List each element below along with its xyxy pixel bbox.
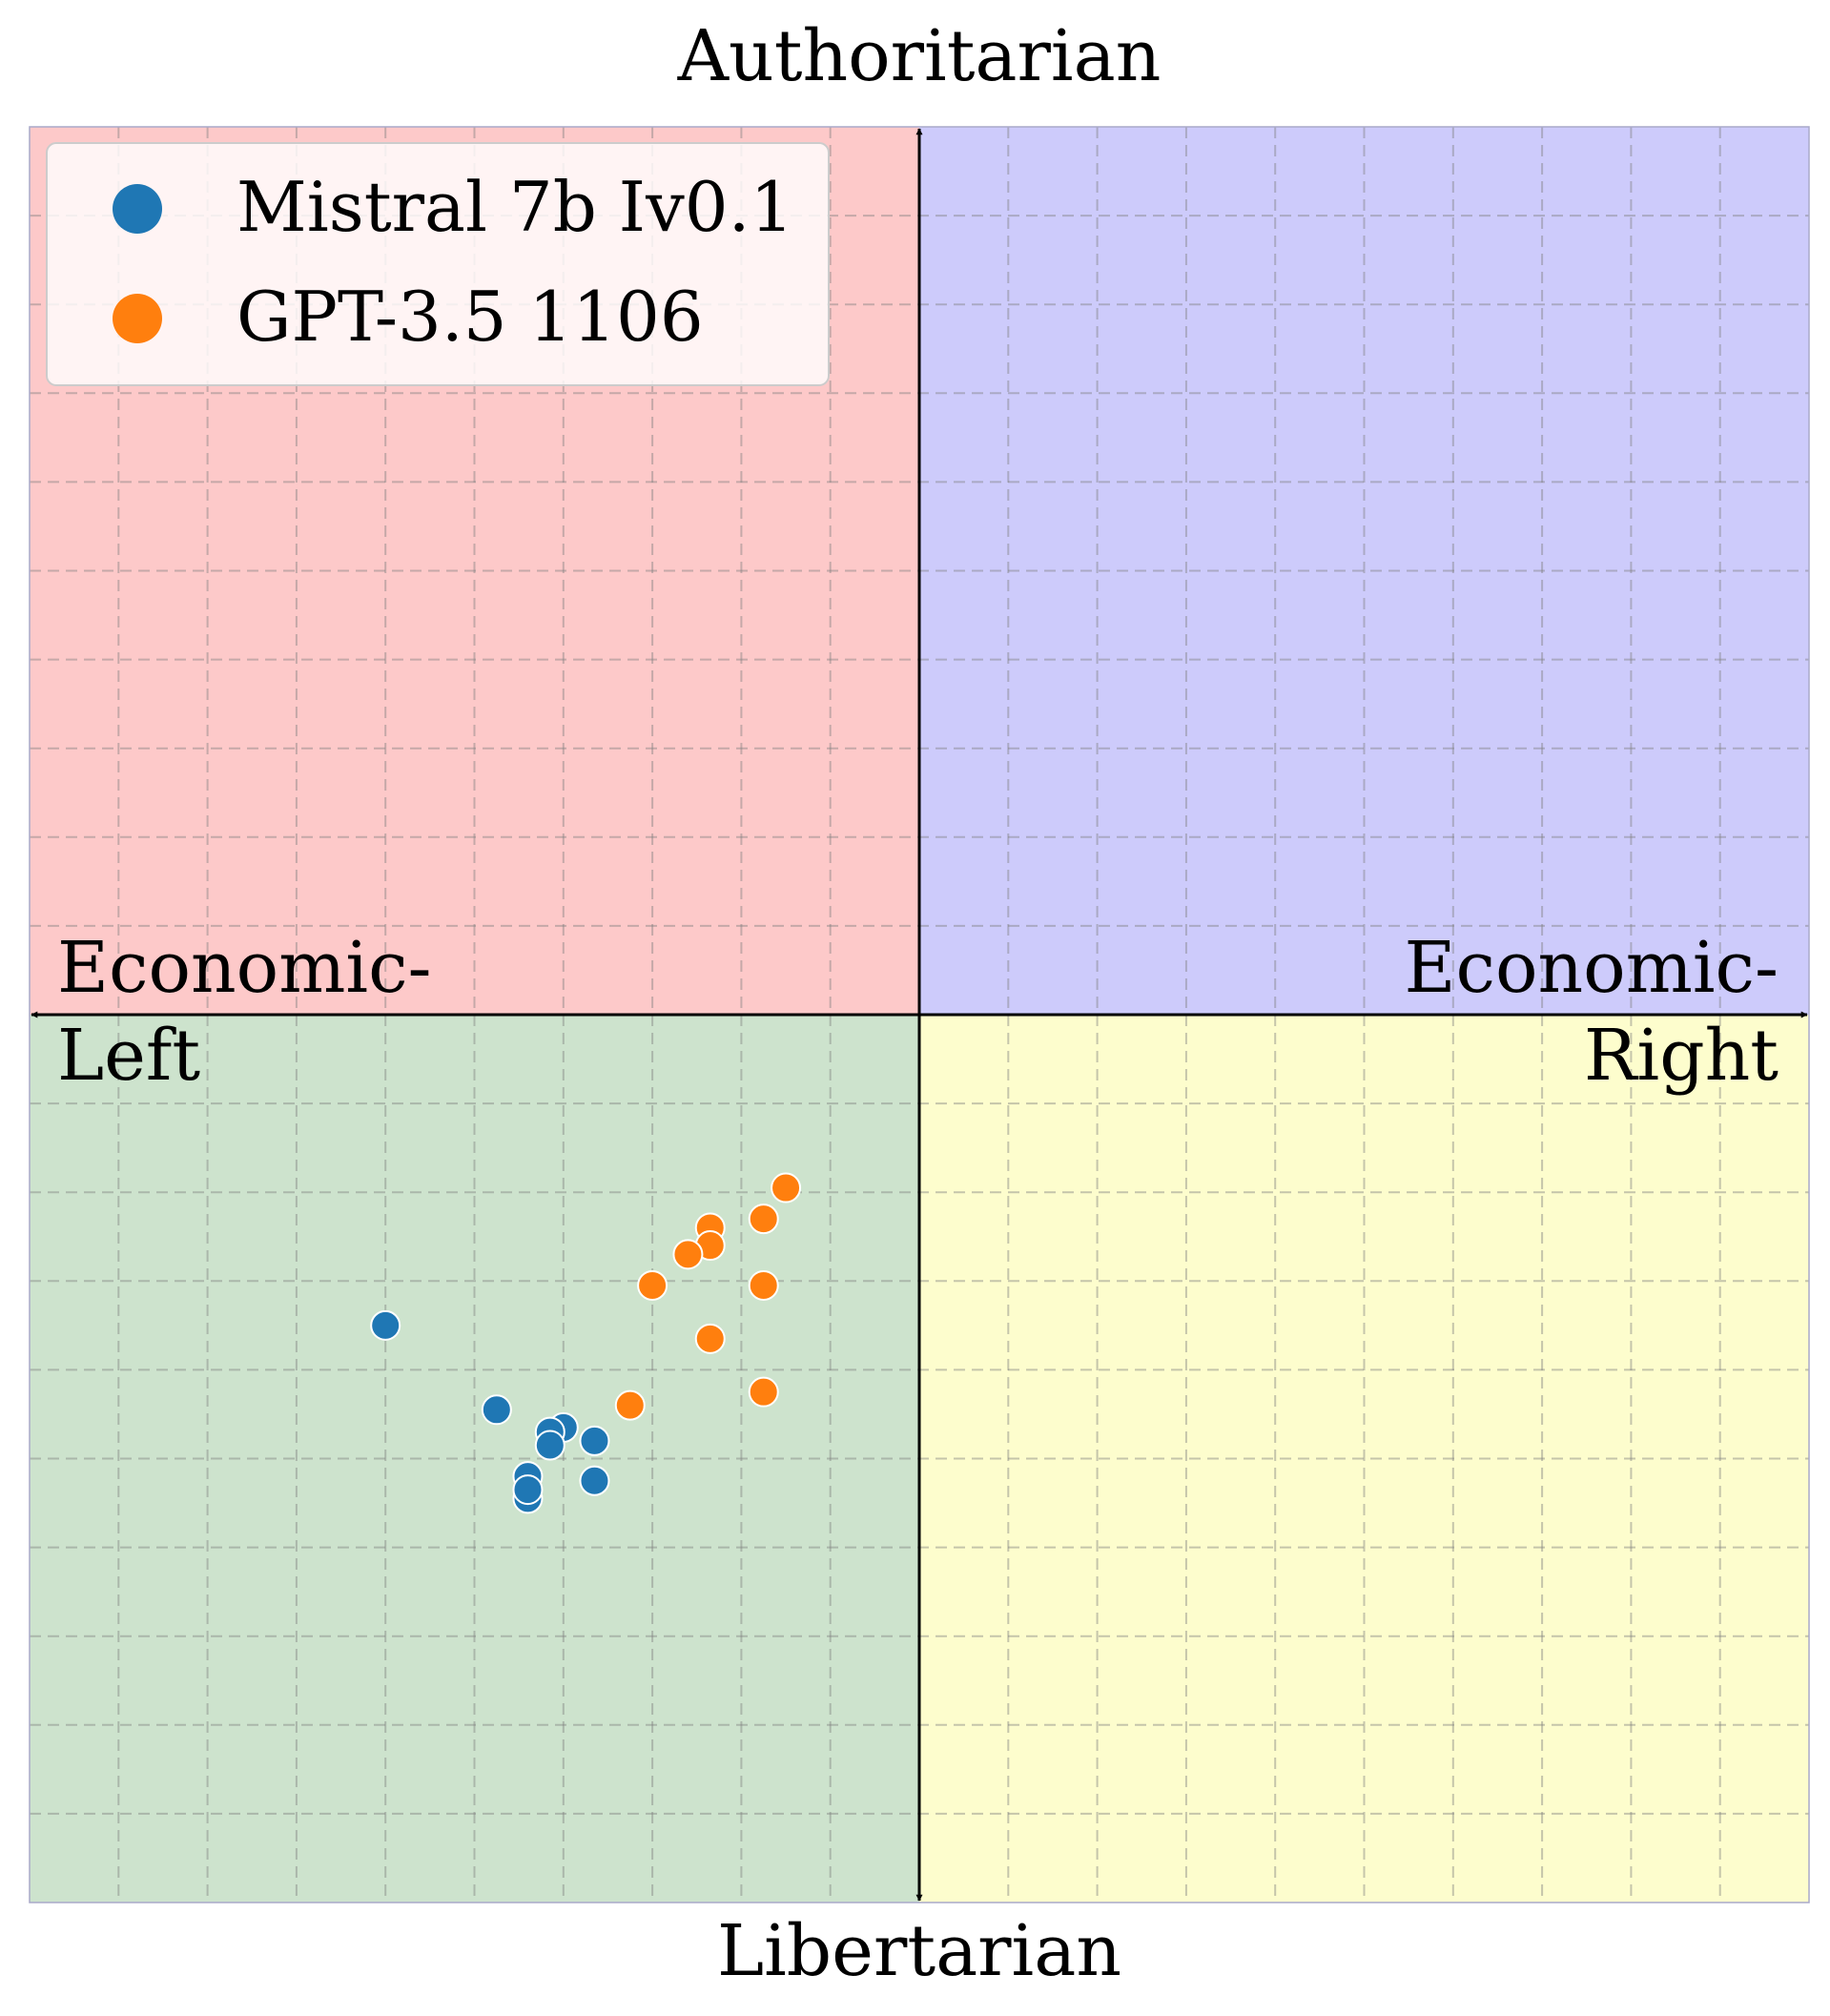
point-gpt [748, 1376, 779, 1408]
point-mistral [370, 1309, 401, 1341]
legend-marker-mistral [113, 184, 162, 234]
point-gpt [614, 1389, 646, 1421]
point-mistral [534, 1430, 565, 1461]
point-gpt [748, 1269, 779, 1301]
plot-frame [29, 126, 1810, 1903]
quadrant-libertarian-left [30, 1015, 919, 1903]
quadrant-authoritarian-right [919, 127, 1809, 1015]
legend-box [46, 142, 830, 386]
label-economic-left-line1: Economic- [57, 927, 432, 1009]
quadrant-libertarian-right [919, 1015, 1809, 1903]
legend-label-gpt: GPT-3.5 1106 [236, 277, 704, 357]
label-economic-right-line1: Economic- [1404, 927, 1779, 1009]
legend-marker-gpt [113, 294, 162, 343]
point-mistral [512, 1474, 544, 1506]
label-libertarian: Libertarian [717, 1910, 1121, 1992]
point-gpt [748, 1203, 779, 1235]
point-gpt [771, 1172, 802, 1203]
label-authoritarian: Authoritarian [677, 15, 1162, 97]
point-gpt [672, 1239, 704, 1270]
point-gpt [694, 1323, 726, 1354]
point-mistral [579, 1425, 610, 1456]
label-economic-right-line2: Right [1584, 1015, 1779, 1097]
point-mistral [579, 1465, 610, 1496]
data-points [370, 1172, 802, 1514]
point-mistral [481, 1394, 512, 1426]
legend-label-mistral: Mistral 7b Iv0.1 [236, 167, 793, 247]
legend: Mistral 7b Iv0.1 GPT-3.5 1106 [46, 142, 830, 386]
point-gpt [637, 1269, 668, 1301]
label-economic-left-line2: Left [57, 1015, 200, 1097]
